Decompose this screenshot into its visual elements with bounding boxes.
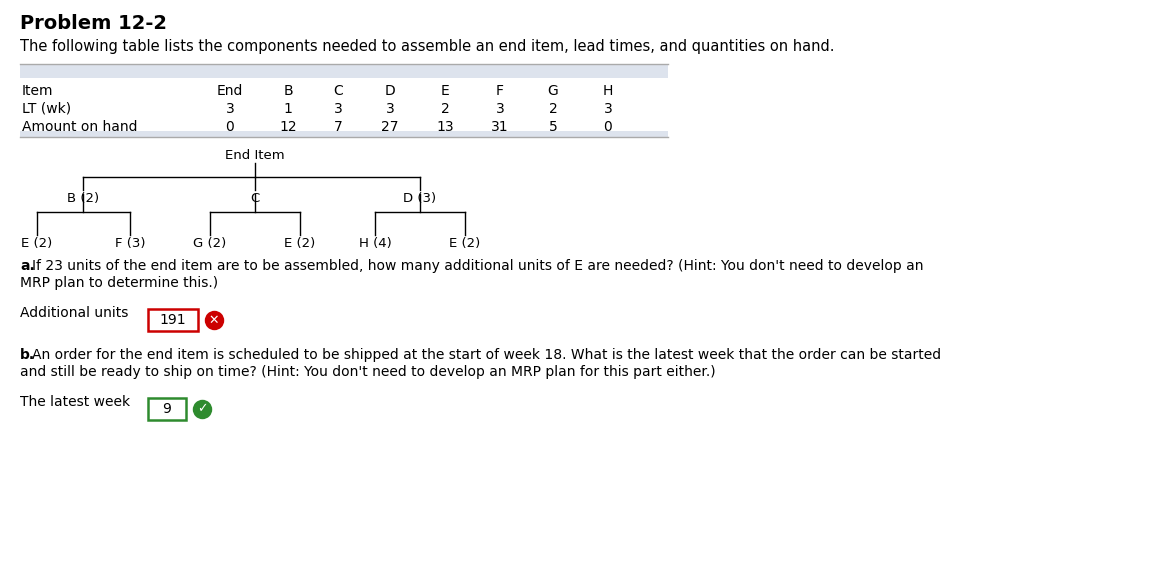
Text: End: End: [217, 84, 243, 98]
Text: 0: 0: [603, 120, 613, 134]
Text: The latest week: The latest week: [20, 395, 131, 409]
Text: 13: 13: [436, 120, 454, 134]
Text: 0: 0: [225, 120, 235, 134]
Text: End Item: End Item: [225, 149, 284, 162]
Text: G: G: [548, 84, 558, 98]
Text: E (2): E (2): [450, 237, 481, 250]
Text: MRP plan to determine this.): MRP plan to determine this.): [20, 276, 218, 290]
Text: 12: 12: [280, 120, 297, 134]
Text: LT (wk): LT (wk): [22, 102, 72, 116]
Text: F: F: [496, 84, 504, 98]
Text: D: D: [385, 84, 395, 98]
Text: C: C: [251, 192, 260, 205]
Text: b.: b.: [20, 348, 35, 362]
Text: F (3): F (3): [114, 237, 146, 250]
Text: 9: 9: [163, 402, 171, 416]
Text: The following table lists the components needed to assemble an end item, lead ti: The following table lists the components…: [20, 39, 835, 54]
Text: 2: 2: [549, 102, 557, 116]
Text: 1: 1: [283, 102, 292, 116]
Text: 3: 3: [386, 102, 394, 116]
Text: E (2): E (2): [21, 237, 53, 250]
Text: Item: Item: [22, 84, 53, 98]
Text: 7: 7: [334, 120, 342, 134]
Text: 3: 3: [334, 102, 342, 116]
Text: a.: a.: [20, 259, 35, 273]
Text: Additional units: Additional units: [20, 306, 128, 320]
Text: E: E: [440, 84, 450, 98]
Text: An order for the end item is scheduled to be shipped at the start of week 18. Wh: An order for the end item is scheduled t…: [32, 348, 941, 362]
Text: 5: 5: [549, 120, 557, 134]
Text: Problem 12-2: Problem 12-2: [20, 14, 166, 33]
Text: G (2): G (2): [193, 237, 227, 250]
Text: B: B: [283, 84, 292, 98]
Text: 191: 191: [160, 313, 186, 327]
Text: D (3): D (3): [403, 192, 437, 205]
Text: H (4): H (4): [358, 237, 392, 250]
Text: H: H: [602, 84, 613, 98]
FancyBboxPatch shape: [148, 398, 186, 420]
Text: ✓: ✓: [197, 403, 207, 416]
Text: 3: 3: [225, 102, 235, 116]
Text: C: C: [333, 84, 343, 98]
Text: 31: 31: [491, 120, 509, 134]
Text: E (2): E (2): [284, 237, 316, 250]
Text: 3: 3: [603, 102, 613, 116]
FancyBboxPatch shape: [148, 309, 198, 331]
FancyBboxPatch shape: [20, 64, 668, 78]
Text: 27: 27: [381, 120, 399, 134]
Text: ✕: ✕: [209, 314, 220, 327]
Text: Amount on hand: Amount on hand: [22, 120, 138, 134]
Text: If 23 units of the end item are to be assembled, how many additional units of E : If 23 units of the end item are to be as…: [32, 259, 924, 273]
FancyBboxPatch shape: [20, 131, 668, 137]
Text: and still be ready to ship on time? (Hint: You don't need to develop an MRP plan: and still be ready to ship on time? (Hin…: [20, 365, 716, 379]
Text: 2: 2: [440, 102, 450, 116]
Text: 3: 3: [496, 102, 504, 116]
Text: B (2): B (2): [67, 192, 99, 205]
